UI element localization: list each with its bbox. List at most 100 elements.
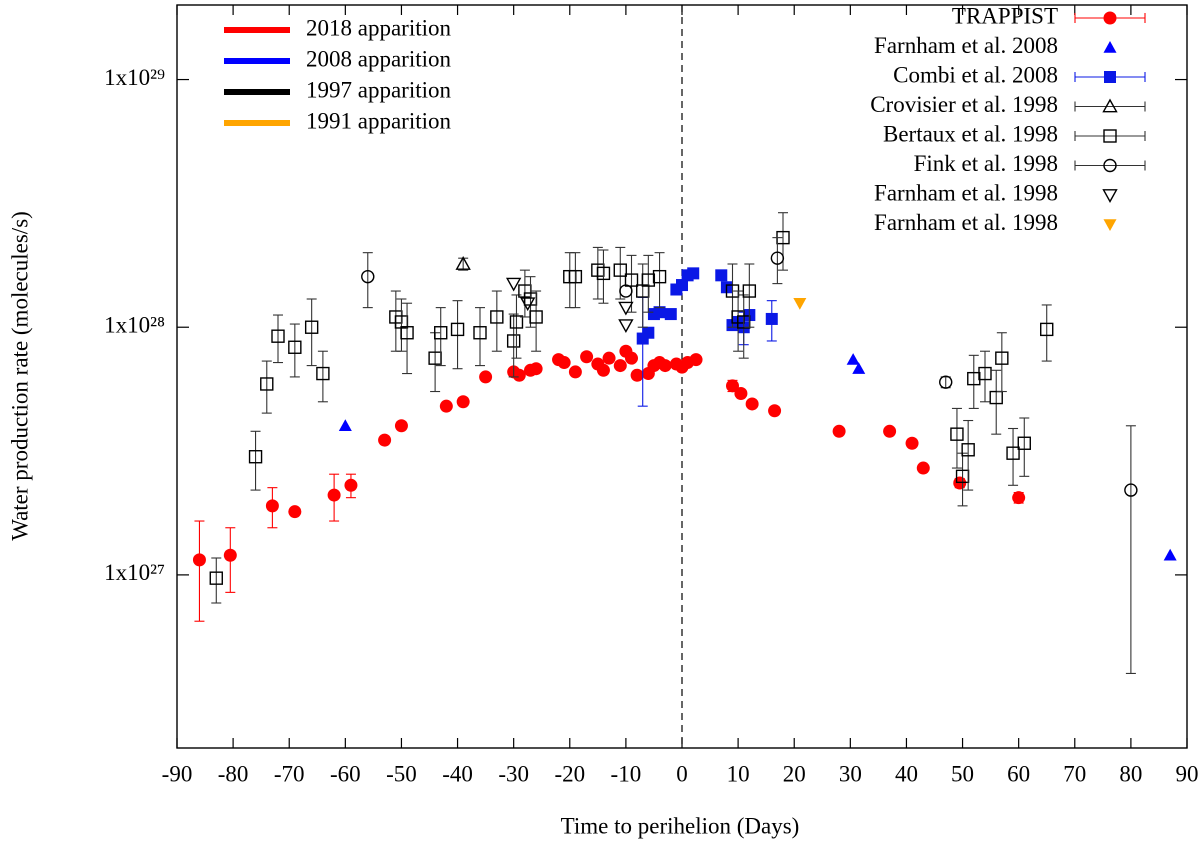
x-tick-label: -30 bbox=[498, 761, 529, 786]
legend-label: Fink et al. 1998 bbox=[914, 151, 1058, 176]
marker bbox=[394, 419, 408, 433]
marker bbox=[400, 326, 414, 340]
marker bbox=[1012, 491, 1026, 505]
legend-label: Combi et al. 2008 bbox=[893, 62, 1058, 87]
x-tick-label: -40 bbox=[442, 761, 473, 786]
marker bbox=[852, 362, 866, 374]
marker bbox=[596, 363, 610, 377]
x-tick-label: -80 bbox=[218, 761, 249, 786]
marker bbox=[950, 427, 964, 441]
marker bbox=[624, 273, 639, 287]
marker bbox=[630, 368, 644, 382]
x-tick-label: 80 bbox=[1119, 761, 1142, 786]
x-tick-label: 60 bbox=[1007, 761, 1030, 786]
y-tick-label: 1x10²⁹ bbox=[104, 65, 165, 90]
x-axis-label: Time to perihelion (Days) bbox=[561, 813, 800, 838]
marker bbox=[209, 571, 223, 585]
marker bbox=[455, 256, 471, 270]
legend-label: 1991 apparition bbox=[306, 108, 451, 133]
x-tick-label: -10 bbox=[611, 761, 642, 786]
legend-label: Farnham et al. 2008 bbox=[874, 33, 1058, 58]
marker bbox=[316, 366, 330, 381]
legend-label: 2018 apparition bbox=[306, 15, 451, 40]
x-tick-label: -70 bbox=[274, 761, 305, 786]
marker bbox=[642, 326, 655, 339]
marker bbox=[434, 326, 448, 340]
marker bbox=[768, 404, 782, 418]
legend-marker bbox=[1102, 98, 1118, 113]
marker bbox=[1006, 446, 1020, 460]
marker bbox=[520, 297, 536, 312]
x-tick-label: -60 bbox=[330, 761, 361, 786]
marker bbox=[726, 379, 739, 393]
marker bbox=[361, 269, 375, 284]
marker bbox=[1163, 548, 1177, 561]
x-tick-label: -50 bbox=[386, 761, 417, 786]
marker bbox=[580, 350, 594, 364]
legend-marker bbox=[1103, 11, 1117, 25]
marker bbox=[967, 371, 981, 386]
marker bbox=[619, 284, 633, 298]
marker bbox=[846, 353, 860, 365]
marker bbox=[742, 284, 757, 298]
marker bbox=[223, 548, 237, 562]
marker bbox=[568, 269, 583, 284]
legend-label: Farnham et al. 1998 bbox=[874, 210, 1058, 235]
marker bbox=[271, 329, 285, 343]
legend-label: TRAPPIST bbox=[952, 3, 1058, 28]
marker bbox=[304, 320, 319, 334]
marker bbox=[653, 306, 666, 319]
marker bbox=[1124, 483, 1138, 497]
marker bbox=[506, 334, 521, 348]
x-tick-label: 20 bbox=[783, 761, 806, 786]
marker bbox=[676, 279, 688, 292]
x-tick-label: -90 bbox=[162, 761, 193, 786]
marker bbox=[288, 505, 302, 519]
legend-marker bbox=[1103, 129, 1117, 143]
marker bbox=[883, 424, 897, 438]
marker bbox=[618, 319, 634, 334]
marker bbox=[338, 419, 352, 431]
legend-label: Crovisier et al. 1998 bbox=[870, 92, 1058, 117]
marker bbox=[658, 359, 672, 373]
marker bbox=[961, 443, 975, 457]
x-tick-label: 90 bbox=[1176, 761, 1199, 786]
marker bbox=[529, 362, 543, 376]
marker bbox=[439, 399, 453, 413]
marker bbox=[456, 395, 470, 409]
marker bbox=[450, 322, 465, 337]
y-tick-label: 1x10²⁸ bbox=[104, 313, 165, 338]
marker bbox=[765, 312, 778, 325]
marker bbox=[905, 436, 919, 450]
marker bbox=[989, 390, 1003, 405]
marker bbox=[715, 269, 728, 282]
marker bbox=[288, 340, 302, 354]
legend-marker bbox=[1104, 71, 1116, 83]
marker bbox=[1040, 322, 1054, 337]
marker bbox=[793, 298, 807, 310]
marker bbox=[479, 370, 493, 384]
marker bbox=[652, 269, 667, 284]
y-axis-label: Water production rate (molecules/s) bbox=[7, 211, 32, 541]
marker bbox=[529, 310, 543, 324]
marker bbox=[618, 301, 634, 316]
marker bbox=[745, 397, 759, 411]
marker bbox=[978, 366, 992, 381]
marker bbox=[568, 365, 582, 379]
legend-marker bbox=[1103, 219, 1117, 231]
marker bbox=[613, 359, 627, 373]
x-tick-label: 40 bbox=[895, 761, 918, 786]
marker bbox=[512, 368, 526, 382]
marker bbox=[509, 315, 524, 329]
x-tick-label: 30 bbox=[839, 761, 862, 786]
marker bbox=[687, 267, 700, 280]
marker bbox=[557, 356, 571, 370]
x-tick-label: 10 bbox=[727, 761, 750, 786]
marker bbox=[192, 553, 206, 567]
marker bbox=[1017, 436, 1031, 450]
x-tick-label: 50 bbox=[951, 761, 974, 786]
marker bbox=[664, 308, 677, 321]
marker bbox=[378, 433, 392, 447]
marker bbox=[734, 386, 748, 400]
